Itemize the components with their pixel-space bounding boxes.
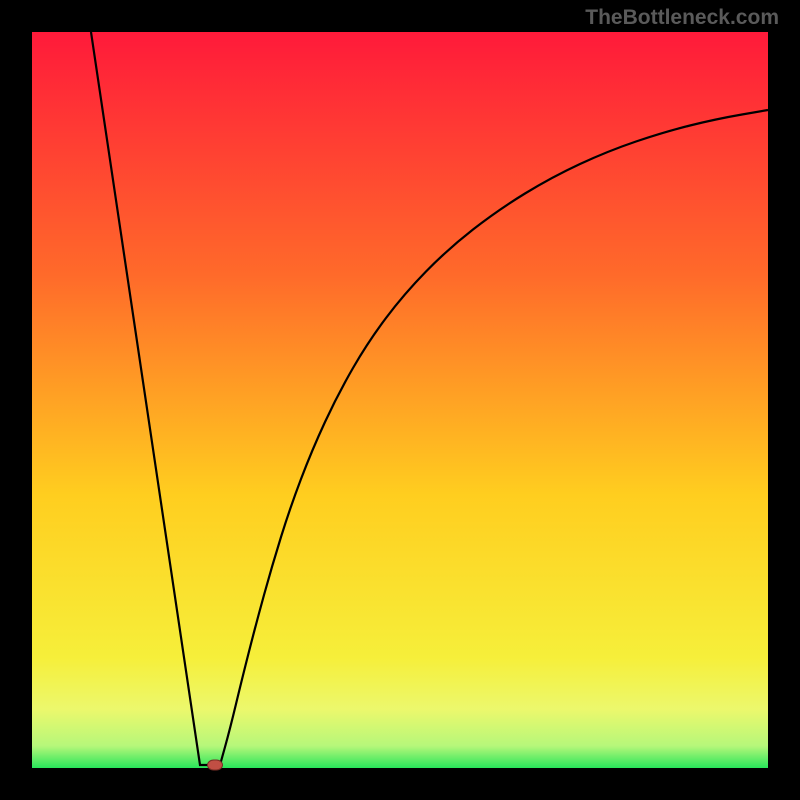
- optimal-point-marker: [207, 760, 223, 771]
- bottleneck-curve: [0, 0, 800, 800]
- curve-path: [91, 32, 768, 765]
